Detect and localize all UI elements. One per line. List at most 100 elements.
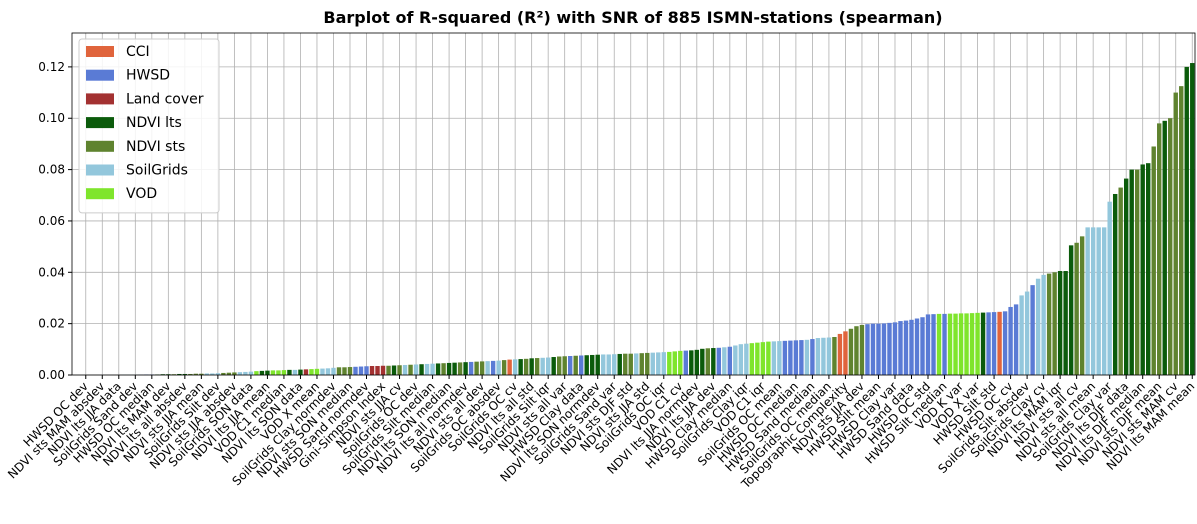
bar [744, 343, 749, 375]
bar [854, 326, 859, 375]
bar [733, 345, 738, 375]
bar [804, 339, 810, 375]
bar [226, 372, 232, 375]
bar [815, 338, 821, 375]
bar [1002, 311, 1008, 375]
bar [215, 373, 221, 375]
bar [1063, 271, 1068, 375]
bar [980, 312, 986, 375]
bar [265, 370, 270, 375]
bar [441, 363, 446, 375]
bar [661, 352, 666, 375]
bar [1068, 245, 1074, 375]
bars [122, 63, 1195, 376]
bar [375, 366, 380, 375]
bar [799, 340, 804, 375]
bar [590, 354, 595, 375]
bar [986, 312, 991, 375]
bar [711, 348, 716, 375]
plot-frame [71, 32, 1196, 376]
legend-swatch [86, 69, 114, 81]
bar [325, 368, 331, 375]
bar [523, 358, 529, 375]
bar [430, 363, 435, 375]
bar [969, 313, 975, 375]
bar [485, 361, 490, 375]
bar [584, 355, 589, 375]
bar [1129, 169, 1134, 375]
bar [606, 354, 611, 375]
bar [320, 368, 325, 375]
bar [1090, 227, 1096, 375]
bar [1118, 187, 1123, 375]
legend-label: HWSD [126, 68, 170, 84]
bar [1179, 86, 1184, 375]
bar [507, 359, 512, 375]
bar [479, 361, 485, 375]
legend-swatch [86, 117, 114, 129]
bar [843, 331, 848, 375]
y-tick-label: 0.06 [38, 214, 65, 228]
bar [716, 347, 722, 375]
legend-swatch [86, 140, 114, 152]
bar [766, 341, 771, 375]
bar [232, 372, 237, 375]
bar [727, 346, 733, 375]
bar [958, 313, 964, 375]
bar [1168, 118, 1173, 376]
bar [689, 350, 694, 375]
bar [501, 360, 507, 375]
bar [887, 322, 892, 375]
bar [678, 350, 683, 375]
bar [601, 354, 606, 375]
bar [942, 313, 947, 375]
y-tick-label: 0.12 [38, 60, 65, 74]
bar [254, 371, 259, 375]
bar [309, 369, 314, 375]
bar [997, 311, 1002, 375]
bar [975, 312, 980, 375]
legend-label: NDVI sts [126, 139, 185, 155]
bar [1057, 271, 1063, 375]
bar [782, 340, 788, 375]
bar [1134, 169, 1140, 375]
bar [562, 356, 567, 375]
bar [991, 312, 997, 375]
bar [358, 366, 364, 375]
bar [705, 348, 711, 375]
bar [1041, 274, 1046, 375]
bar [656, 352, 661, 375]
bar [1096, 227, 1101, 375]
bar [914, 318, 920, 375]
legend: CCI HWSD Land cover NDVI lts NDVI sts SoilGri… [78, 38, 220, 214]
legend-swatch [86, 46, 114, 57]
bar [419, 364, 424, 375]
chart-title: Barplot of R-squared (R²) with SNR of 88… [323, 8, 942, 27]
bar [667, 351, 672, 375]
bar [579, 355, 584, 375]
bar [386, 365, 391, 375]
bar [281, 370, 287, 375]
bar [788, 340, 793, 375]
bar [1107, 201, 1112, 375]
bar [645, 352, 650, 375]
bar [342, 367, 347, 375]
bar [391, 365, 397, 375]
legend-swatch [86, 93, 114, 105]
bar [314, 368, 320, 375]
bar [204, 373, 210, 375]
bar [1079, 236, 1085, 375]
bar [1024, 291, 1030, 375]
y-tick-label: 0.00 [38, 368, 65, 382]
bar [259, 370, 265, 375]
bar [826, 337, 832, 375]
y-tick-label: 0.08 [38, 163, 65, 177]
bar [1085, 227, 1090, 375]
bar [909, 319, 914, 375]
bar [556, 356, 562, 375]
bar [892, 322, 898, 375]
y-tick-label: 0.10 [38, 111, 65, 125]
bar [623, 353, 628, 375]
bar [738, 344, 744, 375]
bar [573, 355, 578, 375]
